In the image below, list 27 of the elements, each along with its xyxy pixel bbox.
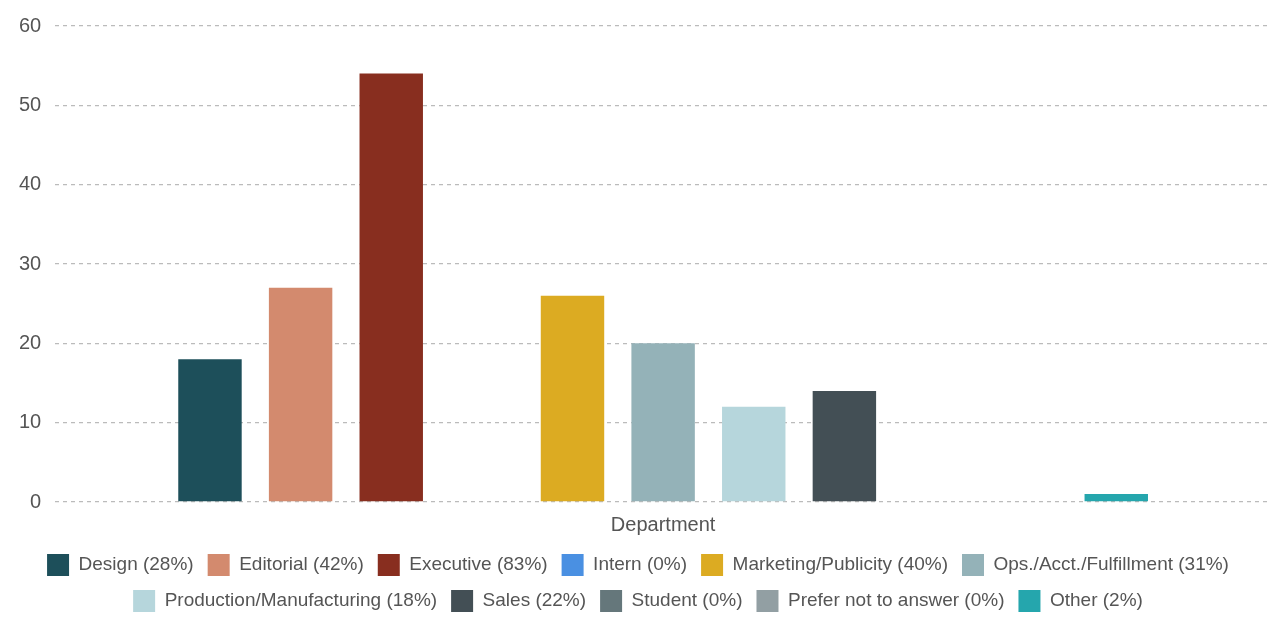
bar [812, 390, 877, 502]
y-tick-label: 10 [19, 410, 42, 433]
legend-label: Production/Manufacturing (18%) [164, 589, 438, 611]
bar [359, 73, 423, 502]
x-tick-label: Department [610, 512, 716, 535]
legend-label: Ops./Acct./Fulfillment (31%) [993, 553, 1229, 575]
y-tick-label: 30 [19, 251, 42, 274]
bar [631, 343, 695, 502]
legend-label: Student (0%) [631, 589, 743, 611]
bar [178, 359, 242, 502]
bar [722, 406, 786, 502]
legend-label: Intern (0%) [593, 553, 688, 575]
y-tick-label: 60 [19, 13, 42, 36]
y-tick-label: 0 [30, 489, 42, 512]
legend-label: Editorial (42%) [239, 553, 364, 575]
y-tick-label: 40 [19, 172, 42, 195]
legend-label: Design (28%) [78, 553, 194, 575]
bar [540, 295, 605, 502]
legend-label: Executive (83%) [409, 553, 548, 575]
legend-label: Sales (22%) [482, 589, 587, 611]
legend-label: Marketing/Publicity (40%) [732, 553, 948, 575]
legend-label: Other (2%) [1049, 589, 1143, 611]
legend-label: Prefer not to answer (0%) [787, 589, 1005, 611]
bar [1084, 494, 1148, 502]
bar [268, 287, 333, 502]
y-tick-label: 50 [19, 92, 42, 115]
y-tick-label: 20 [19, 330, 42, 353]
